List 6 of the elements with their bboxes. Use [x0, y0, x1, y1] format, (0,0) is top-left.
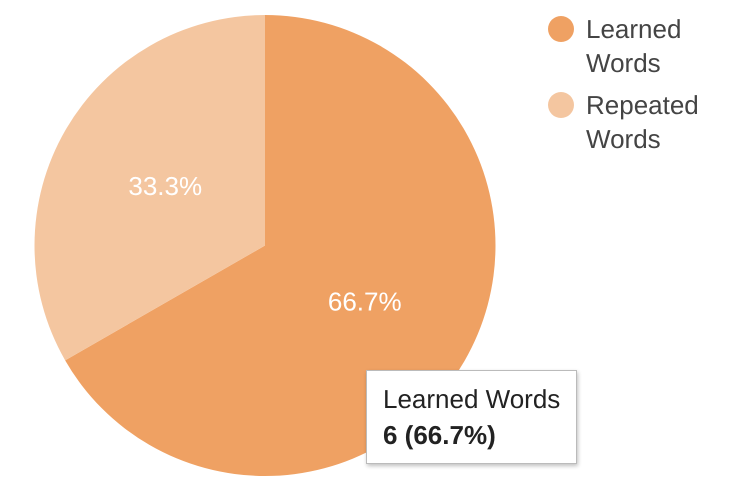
legend-label: Learned Words: [586, 13, 682, 80]
legend-label: Repeated Words: [586, 89, 700, 156]
text: Learned Words: [383, 383, 560, 416]
data-label: 66.7%: [328, 286, 402, 316]
text: 6 (66.7%): [383, 419, 497, 452]
data-label: 33.3%: [128, 170, 202, 201]
